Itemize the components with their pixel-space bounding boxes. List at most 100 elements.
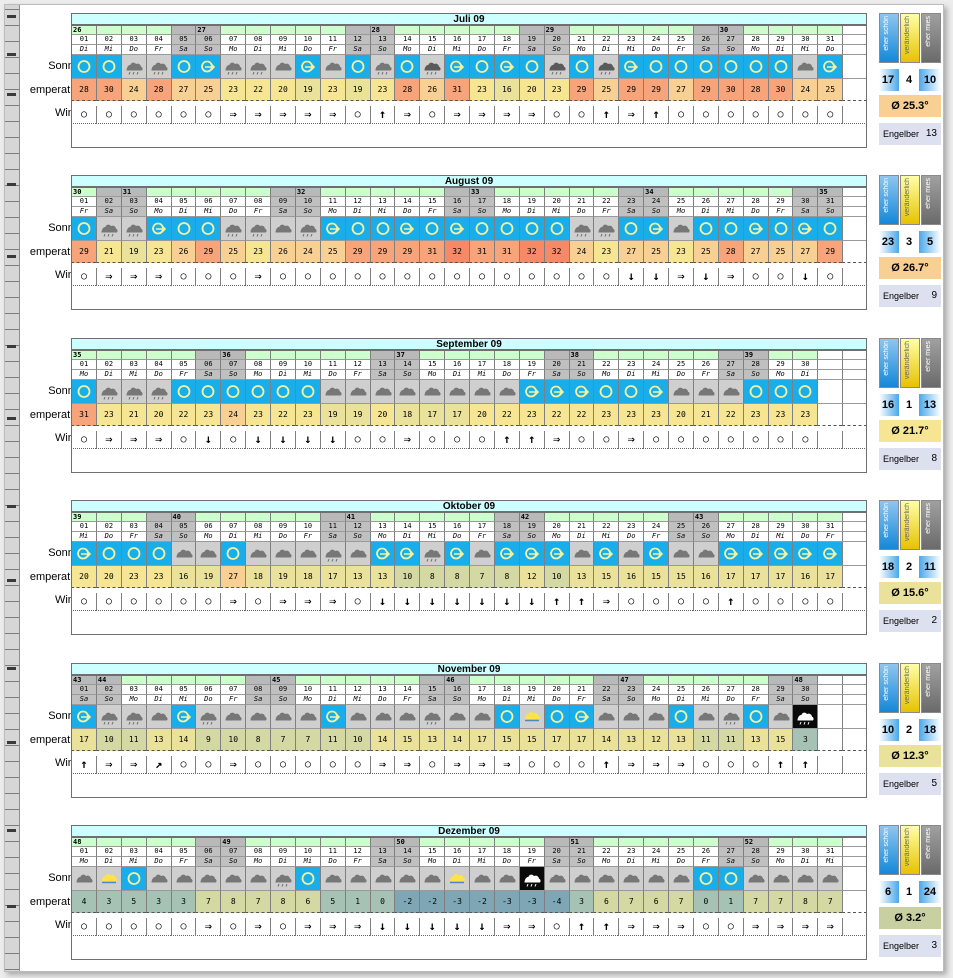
weather-cell[interactable] [692, 704, 718, 729]
weather-cell[interactable] [593, 379, 619, 404]
temperature-cell[interactable]: 29 [643, 79, 669, 101]
wind-cell[interactable]: ○ [717, 755, 743, 774]
wind-cell[interactable]: ○ [145, 106, 171, 124]
temperature-cell[interactable]: 13 [369, 566, 395, 589]
wind-cell[interactable]: ⇒ [593, 593, 619, 612]
weather-cell[interactable] [493, 379, 519, 404]
temperature-cell[interactable]: 4 [71, 891, 96, 913]
weather-cell[interactable] [543, 217, 569, 242]
weather-cell[interactable] [145, 217, 171, 242]
count-changeable[interactable]: 2 [899, 556, 919, 579]
weather-cell[interactable] [692, 542, 718, 567]
temperature-cell[interactable]: 10 [394, 566, 420, 589]
temperature-cell[interactable]: 17 [444, 403, 470, 426]
weather-cell[interactable] [668, 867, 693, 891]
temperature-cell[interactable]: 17 [419, 403, 445, 426]
weather-cell[interactable] [618, 867, 644, 891]
wind-cell[interactable]: ↑ [568, 593, 594, 612]
weather-cell[interactable] [469, 55, 494, 79]
wind-cell[interactable]: ○ [95, 593, 121, 612]
temperature-cell[interactable]: 23 [220, 79, 246, 101]
temperature-cell[interactable]: 7 [195, 891, 221, 913]
wind-cell[interactable]: ○ [817, 106, 843, 124]
weather-cell[interactable] [767, 217, 793, 242]
wind-cell[interactable]: ⇒ [294, 106, 320, 124]
temperature-cell[interactable]: 23 [593, 403, 619, 426]
wind-cell[interactable]: ○ [792, 106, 818, 124]
weather-cell[interactable] [767, 704, 793, 729]
wind-cell[interactable]: ○ [71, 268, 96, 287]
wind-cell[interactable]: ↓ [469, 593, 494, 612]
temperature-cell[interactable]: 24 [220, 403, 246, 426]
temperature-cell[interactable]: 16 [792, 566, 818, 589]
temperature-cell[interactable]: 3 [568, 891, 594, 913]
weather-cell[interactable] [444, 867, 470, 891]
wind-cell[interactable]: ○ [692, 755, 718, 774]
wind-cell[interactable]: ○ [245, 593, 271, 612]
wind-cell[interactable]: ○ [643, 593, 669, 612]
wind-cell[interactable]: ↓ [643, 268, 669, 287]
temperature-cell[interactable]: 10 [543, 566, 569, 589]
weather-cell[interactable] [668, 379, 693, 404]
temperature-cell[interactable]: 25 [817, 79, 843, 101]
weather-cell[interactable] [767, 379, 793, 404]
weather-cell[interactable] [568, 379, 594, 404]
weather-cell[interactable] [742, 217, 768, 242]
wind-cell[interactable]: ↑ [543, 593, 569, 612]
wind-cell[interactable]: ⇒ [618, 918, 644, 936]
wind-cell[interactable]: ○ [692, 106, 718, 124]
engelberg-count[interactable]: Engelber 2 [879, 610, 941, 633]
temperature-cell[interactable]: 14 [170, 728, 196, 751]
temperature-cell[interactable]: 28 [145, 79, 171, 101]
temperature-cell[interactable]: 24 [120, 79, 146, 101]
weather-cell[interactable] [394, 867, 420, 891]
weather-cell[interactable] [469, 217, 494, 242]
weather-cell[interactable] [643, 55, 669, 79]
temperature-cell[interactable]: 8 [792, 891, 818, 913]
average-temperature[interactable]: Ø 15.6° [879, 582, 941, 605]
wind-cell[interactable]: ○ [419, 755, 445, 774]
temperature-cell[interactable]: 17 [742, 566, 768, 589]
weather-cell[interactable] [792, 867, 818, 891]
wind-cell[interactable]: ○ [593, 268, 619, 287]
wind-cell[interactable]: ⇒ [643, 755, 669, 774]
wind-cell[interactable]: ⇒ [394, 106, 420, 124]
average-temperature[interactable]: Ø 25.3° [879, 95, 941, 117]
temperature-cell[interactable]: 14 [369, 728, 395, 751]
temperature-cell[interactable]: -3 [518, 891, 544, 913]
wind-cell[interactable]: ○ [71, 430, 96, 449]
temperature-cell[interactable]: 11 [717, 728, 743, 751]
temperature-cell[interactable]: -2 [394, 891, 420, 913]
temperature-cell[interactable]: 6 [294, 891, 320, 913]
temperature-cell[interactable]: 20 [469, 403, 494, 426]
weather-cell[interactable] [518, 55, 544, 79]
temperature-cell[interactable]: 25 [220, 241, 246, 264]
temperature-cell[interactable]: 17 [568, 728, 594, 751]
wind-cell[interactable]: ○ [568, 106, 594, 124]
temperature-cell[interactable]: 31 [419, 241, 445, 264]
temperature-cell[interactable]: 29 [71, 241, 96, 264]
weather-cell[interactable] [245, 542, 271, 567]
weather-cell[interactable] [394, 55, 420, 79]
wind-cell[interactable]: ↓ [195, 430, 221, 449]
weather-cell[interactable] [394, 379, 420, 404]
wind-cell[interactable]: ⇒ [145, 430, 171, 449]
temperature-cell[interactable]: 12 [643, 728, 669, 751]
weather-cell[interactable] [270, 704, 295, 729]
weather-cell[interactable] [792, 55, 818, 79]
wind-cell[interactable]: ○ [394, 268, 420, 287]
wind-cell[interactable]: ⇒ [120, 755, 146, 774]
row-header-strip[interactable] [5, 5, 20, 971]
wind-cell[interactable]: ↓ [419, 918, 445, 936]
weather-cell[interactable] [543, 704, 569, 729]
weather-cell[interactable] [344, 217, 370, 242]
wind-cell[interactable]: ↓ [444, 593, 470, 612]
wind-cell[interactable]: ○ [344, 106, 370, 124]
temperature-cell[interactable]: 20 [145, 403, 171, 426]
temperature-cell[interactable]: 27 [668, 79, 693, 101]
wind-cell[interactable]: ○ [195, 593, 221, 612]
weather-cell[interactable] [195, 55, 221, 79]
weather-cell[interactable] [195, 704, 221, 729]
wind-cell[interactable]: ○ [369, 430, 395, 449]
weather-cell[interactable] [742, 542, 768, 567]
